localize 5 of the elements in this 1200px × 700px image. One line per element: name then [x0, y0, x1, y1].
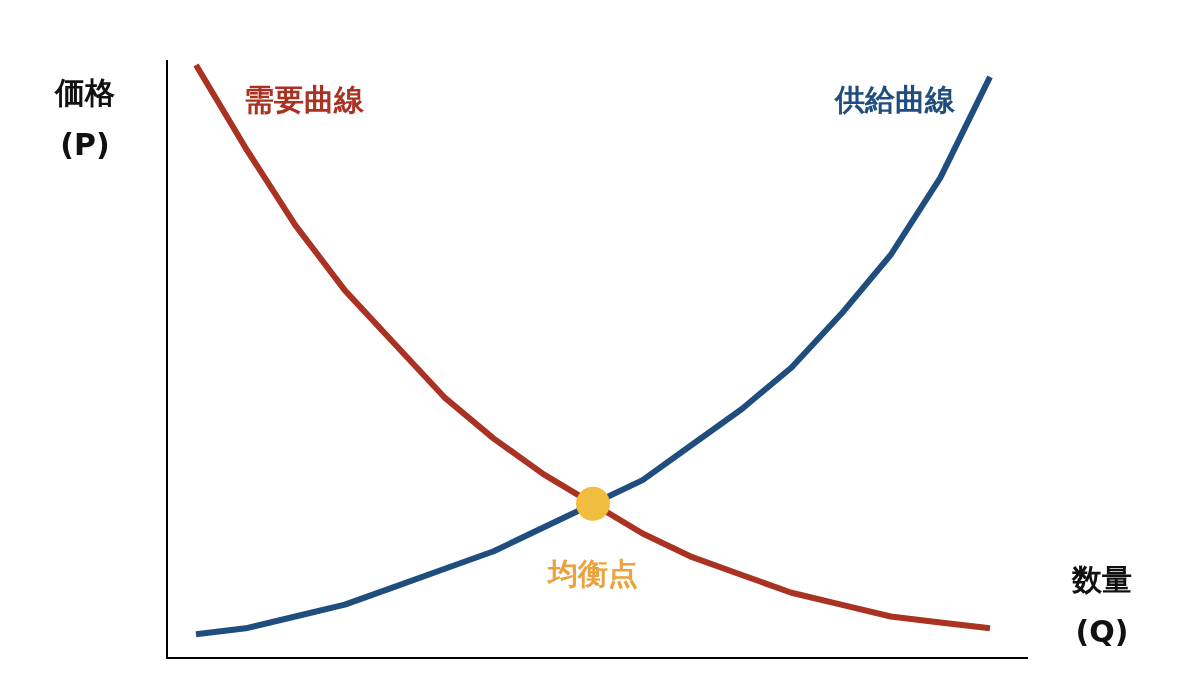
x-axis-title: 数量 (Q)	[1071, 562, 1132, 649]
series-label: 供給曲線	[834, 82, 956, 117]
y-axis-title: 価格 (P)	[54, 75, 115, 162]
annotation: 均衡点	[546, 555, 638, 591]
series-label: 需要曲線	[244, 82, 365, 117]
